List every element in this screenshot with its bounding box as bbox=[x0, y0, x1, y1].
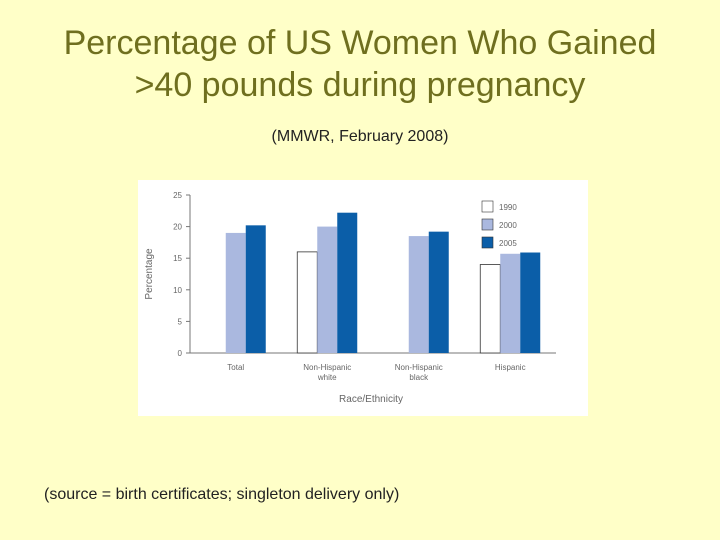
bar-1990 bbox=[296, 251, 318, 354]
title-line-2: >40 pounds during pregnancy bbox=[134, 66, 586, 104]
legend-swatch-1990 bbox=[481, 200, 494, 213]
y-axis-title: Percentage bbox=[144, 248, 155, 300]
bar-1990 bbox=[479, 264, 501, 354]
y-tick-label: 20 bbox=[173, 223, 182, 232]
y-tick-label: 10 bbox=[173, 286, 182, 295]
category-label: Total bbox=[227, 363, 244, 372]
category-label: white bbox=[317, 373, 337, 382]
slide-title: Percentage of US Women Who Gained >40 po… bbox=[0, 22, 720, 106]
legend-swatch-2005 bbox=[481, 236, 494, 249]
bar-2000 bbox=[225, 232, 246, 353]
bar-2005 bbox=[428, 231, 449, 353]
bar-2005 bbox=[245, 225, 266, 353]
y-tick-label: 25 bbox=[173, 191, 182, 200]
subtitle: (MMWR, February 2008) bbox=[271, 128, 449, 145]
category-label: Non-Hispanic bbox=[395, 363, 443, 372]
bar-2005 bbox=[520, 252, 541, 353]
y-tick-label: 5 bbox=[178, 317, 183, 326]
bar-2005 bbox=[337, 212, 358, 353]
y-tick-label: 15 bbox=[173, 254, 182, 263]
title-line-1: Percentage of US Women Who Gained bbox=[63, 24, 657, 62]
category-label: Non-Hispanic bbox=[303, 363, 351, 372]
legend-label-2005: 2005 bbox=[499, 239, 517, 248]
legend-label-2000: 2000 bbox=[499, 221, 517, 230]
x-axis-title: Race/Ethnicity bbox=[339, 394, 403, 405]
category-label: Hispanic bbox=[495, 363, 526, 372]
legend-label-1990: 1990 bbox=[499, 203, 517, 212]
legend-swatch-2000 bbox=[481, 218, 494, 231]
chart-panel: Percentage Race/Ethnicity 0 5 10 15 20 25 Tota… bbox=[138, 180, 588, 416]
bar-2000 bbox=[500, 253, 521, 353]
bar-chart: Percentage Race/Ethnicity 0 5 10 15 20 25 Tota… bbox=[144, 191, 556, 405]
footnote: (source = birth certificates; singleton … bbox=[44, 486, 400, 503]
y-tick-label: 0 bbox=[178, 349, 183, 358]
bar-2000 bbox=[408, 236, 429, 353]
bar-2000 bbox=[317, 226, 338, 353]
category-label: black bbox=[409, 373, 429, 382]
